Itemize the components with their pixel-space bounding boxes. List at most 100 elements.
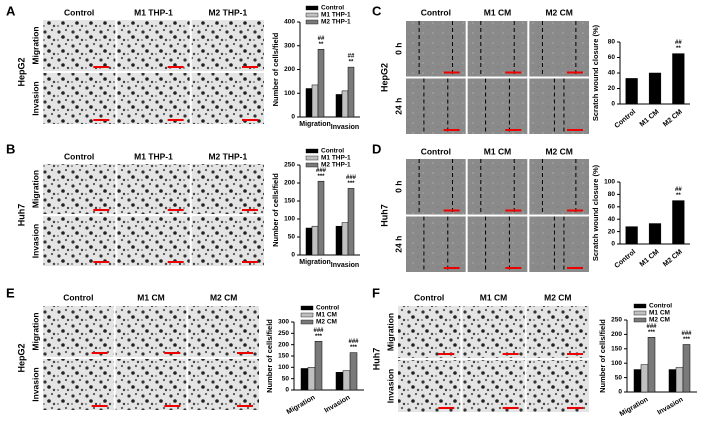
significance-mark: *** bbox=[315, 334, 323, 340]
x-tick-label: Invasion bbox=[323, 394, 351, 414]
legend-swatch bbox=[305, 148, 319, 154]
row-label: 0 h bbox=[393, 43, 403, 55]
bar bbox=[317, 49, 325, 118]
bar bbox=[311, 225, 319, 256]
legend-label: M1 CM bbox=[316, 312, 337, 319]
micrograph bbox=[188, 306, 259, 357]
micrograph bbox=[43, 359, 114, 410]
bar bbox=[640, 364, 649, 393]
bar bbox=[648, 223, 662, 245]
bar bbox=[672, 200, 685, 245]
y-axis-label: Number of cells/field bbox=[598, 319, 607, 393]
legend-label: M2 THP-1 bbox=[321, 19, 351, 26]
micrograph bbox=[398, 306, 461, 358]
column-header: M1 CM bbox=[137, 292, 164, 302]
panel-letter: E bbox=[6, 285, 15, 300]
legend-swatch bbox=[300, 312, 314, 318]
x-tick-label: Migration bbox=[286, 394, 317, 416]
y-tick-label: 40 bbox=[608, 70, 616, 77]
bar bbox=[682, 344, 691, 393]
bar bbox=[335, 225, 343, 256]
row-label: 0 h bbox=[393, 181, 403, 193]
bar bbox=[625, 78, 638, 105]
micrograph bbox=[467, 159, 528, 215]
row-label: Invasion bbox=[30, 367, 40, 401]
micrograph bbox=[467, 216, 528, 272]
micrograph bbox=[406, 21, 466, 77]
micrograph bbox=[43, 306, 114, 357]
x-tick-label: M2 CM bbox=[662, 108, 684, 128]
bar bbox=[648, 72, 662, 105]
x-tick-label: Migration bbox=[299, 121, 331, 128]
bar bbox=[342, 370, 351, 391]
y-axis-label: Number of cells/field bbox=[271, 173, 280, 247]
y-tick-label: 60 bbox=[608, 204, 616, 211]
bar bbox=[647, 337, 656, 393]
row-label: Invasion bbox=[30, 224, 40, 258]
legend-swatch bbox=[305, 155, 319, 161]
significance-mark: ### bbox=[313, 328, 324, 334]
micrograph bbox=[467, 78, 528, 134]
micrograph bbox=[115, 359, 187, 410]
y-tick-label: 0 bbox=[291, 252, 295, 259]
row-label: Migration bbox=[30, 26, 40, 64]
y-tick-label: 400 bbox=[284, 19, 295, 26]
micrograph bbox=[406, 216, 466, 272]
column-header: Control bbox=[64, 151, 94, 161]
y-tick-label: 100 bbox=[611, 360, 622, 367]
y-tick-label: 80 bbox=[608, 39, 616, 46]
column-header: Control bbox=[414, 292, 444, 302]
y-tick-label: 250 bbox=[278, 330, 289, 337]
legend-label: M1 THP-1 bbox=[321, 155, 351, 162]
panel-letter: B bbox=[6, 141, 15, 156]
legend-label: M1 CM bbox=[649, 310, 670, 317]
x-tick-label: M2 CM bbox=[662, 248, 684, 268]
significance-mark: ## bbox=[675, 40, 682, 46]
column-header: M2 CM bbox=[545, 7, 572, 17]
y-tick-label: 200 bbox=[278, 341, 289, 348]
micrograph bbox=[529, 216, 589, 272]
row-label: Migration bbox=[30, 312, 40, 350]
y-tick-label: 0 bbox=[611, 241, 615, 248]
bar bbox=[341, 222, 349, 256]
y-tick-label: 80 bbox=[608, 191, 616, 198]
bar bbox=[349, 352, 358, 391]
micrograph bbox=[526, 306, 589, 358]
micrograph bbox=[398, 360, 461, 412]
bar bbox=[625, 226, 638, 245]
bar bbox=[314, 341, 323, 391]
micrograph bbox=[115, 306, 187, 357]
cell-line-label: Huh7 bbox=[371, 348, 381, 371]
legend-swatch bbox=[300, 319, 314, 325]
micrograph bbox=[529, 78, 589, 134]
micrograph bbox=[191, 20, 264, 71]
micrograph bbox=[191, 164, 264, 214]
micrograph bbox=[43, 164, 116, 214]
micrograph bbox=[117, 73, 190, 124]
column-header: Control bbox=[421, 7, 451, 17]
micrograph bbox=[117, 164, 190, 214]
y-tick-label: 100 bbox=[604, 179, 615, 186]
column-header: M1 CM bbox=[480, 292, 507, 302]
y-axis-label: Number of cells/field bbox=[265, 319, 274, 393]
y-axis-label: Scratch wound closure (%) bbox=[591, 24, 600, 121]
legend-label: M2 CM bbox=[316, 319, 337, 326]
significance-mark: ### bbox=[348, 339, 359, 345]
bar bbox=[675, 367, 684, 393]
bar bbox=[668, 369, 677, 393]
legend-label: M2 CM bbox=[649, 317, 670, 324]
column-header: M2 CM bbox=[210, 292, 237, 302]
legend-label: M2 THP-1 bbox=[321, 162, 351, 169]
y-tick-label: 100 bbox=[278, 364, 289, 371]
micrograph bbox=[117, 20, 190, 71]
bar bbox=[305, 88, 313, 118]
panel-letter: D bbox=[372, 141, 381, 156]
legend-label: M1 THP-1 bbox=[321, 12, 351, 19]
significance-mark: ** bbox=[676, 46, 681, 52]
legend-swatch bbox=[633, 310, 647, 316]
legend-swatch bbox=[633, 303, 647, 309]
legend-label: Control bbox=[649, 303, 672, 310]
legend-label: Control bbox=[321, 5, 344, 12]
micrograph bbox=[529, 159, 589, 215]
micrograph bbox=[529, 21, 589, 77]
